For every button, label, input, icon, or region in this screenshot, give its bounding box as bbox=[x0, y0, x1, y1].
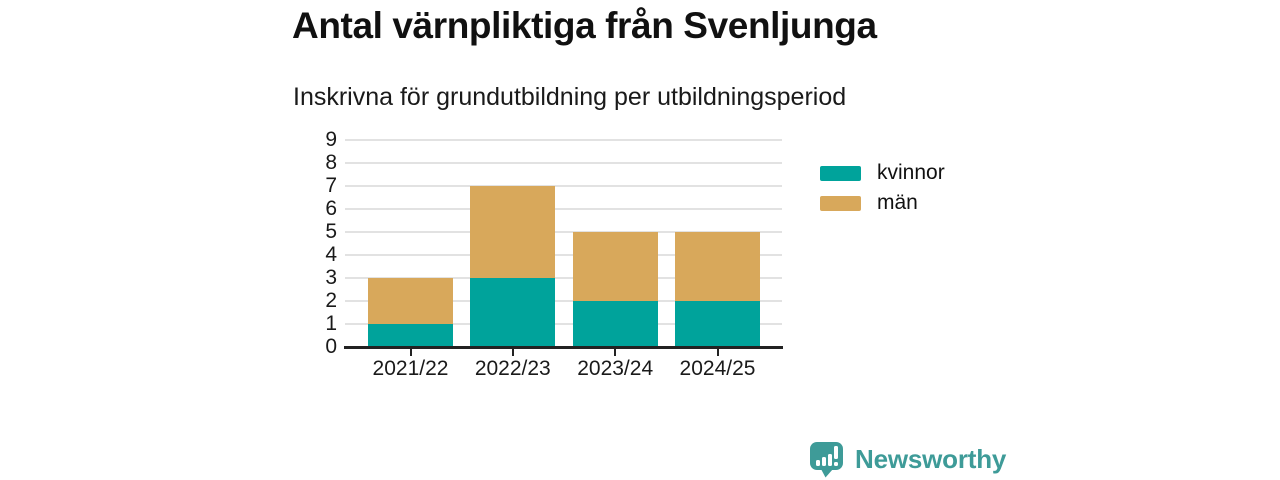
y-tick-label-6: 6 bbox=[325, 197, 337, 220]
newsworthy-branding: Newsworthy bbox=[808, 440, 1006, 478]
y-tick-label-0: 0 bbox=[325, 335, 337, 358]
bar-2024-25-kvinnor bbox=[675, 301, 760, 347]
y-tick-label-1: 1 bbox=[325, 312, 337, 335]
plot-area bbox=[345, 139, 782, 347]
legend-swatch-man bbox=[820, 195, 861, 211]
gridline-y2 bbox=[345, 300, 782, 302]
y-tick-label-2: 2 bbox=[325, 289, 337, 312]
gridline-y4 bbox=[345, 254, 782, 256]
x-tick-2021-22 bbox=[409, 349, 412, 356]
bar-2022-23-kvinnor bbox=[470, 278, 556, 347]
x-tick-label-2024-25: 2024/25 bbox=[679, 357, 756, 380]
bar-2023-24-män bbox=[572, 232, 658, 301]
legend-label-man: män bbox=[877, 191, 918, 214]
x-tick-2022-23 bbox=[511, 349, 514, 356]
bar-2021-22-män bbox=[368, 278, 453, 324]
y-tick-label-5: 5 bbox=[325, 220, 337, 243]
x-tick-label-2023-24: 2023/24 bbox=[577, 357, 654, 380]
chart-title: Antal värnpliktiga från Svenljunga bbox=[292, 5, 877, 46]
x-tick-2024-25 bbox=[716, 349, 719, 356]
x-axis-line bbox=[344, 346, 783, 349]
legend: kvinnor män bbox=[820, 161, 945, 214]
bar-2024-25-män bbox=[675, 232, 760, 301]
gridline-y3 bbox=[345, 277, 782, 279]
y-tick-label-9: 9 bbox=[325, 128, 337, 151]
x-tick-label-2021-22: 2021/22 bbox=[372, 357, 449, 380]
legend-item-man: män bbox=[820, 191, 945, 214]
gridline-y6 bbox=[345, 208, 782, 210]
y-tick-label-8: 8 bbox=[325, 151, 337, 174]
legend-item-kvinnor: kvinnor bbox=[820, 161, 945, 184]
chart-subtitle: Inskrivna för grundutbildning per utbild… bbox=[293, 83, 847, 111]
gridline-y1 bbox=[345, 323, 782, 325]
gridline-y7 bbox=[345, 185, 782, 187]
gridline-y9 bbox=[345, 139, 782, 141]
y-tick-label-4: 4 bbox=[325, 243, 337, 266]
x-tick-2023-24 bbox=[614, 349, 617, 356]
bar-2021-22-kvinnor bbox=[368, 324, 453, 347]
y-tick-label-7: 7 bbox=[325, 174, 337, 197]
bar-2023-24-kvinnor bbox=[572, 301, 658, 347]
bar-2022-23-män bbox=[470, 186, 556, 278]
gridline-y8 bbox=[345, 162, 782, 164]
legend-label-kvinnor: kvinnor bbox=[877, 161, 945, 184]
legend-swatch-kvinnor bbox=[820, 165, 861, 181]
gridline-y5 bbox=[345, 231, 782, 233]
newsworthy-logo-icon bbox=[810, 442, 843, 478]
y-tick-label-3: 3 bbox=[325, 266, 337, 289]
x-tick-label-2022-23: 2022/23 bbox=[474, 357, 551, 380]
newsworthy-logo-text: Newsworthy bbox=[855, 443, 1007, 474]
